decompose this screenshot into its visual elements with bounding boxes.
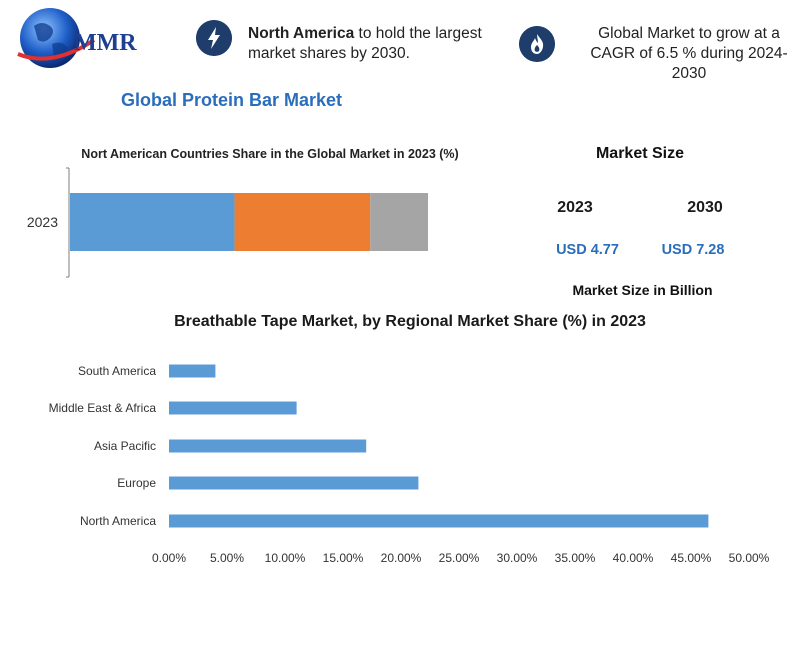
- regional-tick-label: 50.00%: [729, 551, 770, 565]
- market-size-unit: Market Size in Billion: [572, 282, 713, 298]
- regional-tick-label: 30.00%: [497, 551, 538, 565]
- regional-tick-label: 40.00%: [613, 551, 654, 565]
- regional-bar: [169, 439, 367, 453]
- regional-tick-label: 45.00%: [671, 551, 712, 565]
- market-year-2030: 2030: [687, 199, 723, 216]
- stacked-category-label: 2023: [27, 214, 58, 230]
- market-value-2030: USD 7.28: [661, 242, 725, 258]
- regional-tick-label: 15.00%: [323, 551, 364, 565]
- regional-bar: [169, 401, 297, 415]
- stacked-bar-segment: [234, 193, 371, 251]
- market-value-2023: USD 4.77: [556, 242, 619, 258]
- lightning-icon: [196, 20, 232, 56]
- page-title: Global Protein Bar Market: [121, 90, 343, 110]
- regional-chart-title: Breathable Tape Market, by Regional Mark…: [174, 313, 646, 330]
- regional-tick-label: 20.00%: [381, 551, 422, 565]
- regional-category-label: Europe: [117, 476, 156, 490]
- logo-text: MMR: [74, 30, 137, 56]
- stacked-chart-title: Nort American Countries Share in the Glo…: [81, 147, 459, 161]
- market-size-title: Market Size: [595, 145, 685, 162]
- regional-bar: [169, 514, 709, 528]
- stacked-bar-segment: [370, 193, 428, 251]
- regional-tick-label: 35.00%: [555, 551, 596, 565]
- regional-bar-chart: South America Middle East & Africa Asia Pa…: [49, 364, 770, 565]
- flame-icon: [519, 26, 555, 62]
- regional-category-label: North America: [80, 514, 156, 528]
- market-year-2023: 2023: [557, 199, 593, 216]
- info-highlight: North America: [248, 25, 355, 42]
- regional-bar: [169, 476, 419, 490]
- regional-tick-label: 5.00%: [210, 551, 244, 565]
- info-text: to hold the largest market shares by 203…: [248, 25, 482, 62]
- globe-icon: [17, 8, 96, 68]
- regional-category-label: Middle East & Africa: [49, 401, 157, 415]
- north-america-info: North America to hold the largest market…: [248, 24, 508, 64]
- stacked-bar-chart: 2023: [27, 167, 428, 278]
- stacked-bar-segment: [70, 193, 235, 251]
- regional-tick-label: 25.00%: [439, 551, 480, 565]
- regional-bar: [169, 364, 216, 378]
- cagr-info: Global Market to grow at a CAGR of 6.5 %…: [590, 25, 788, 82]
- regional-tick-label: 10.00%: [265, 551, 306, 565]
- regional-category-label: South America: [78, 364, 156, 378]
- regional-tick-label: 0.00%: [152, 551, 186, 565]
- regional-category-label: Asia Pacific: [94, 439, 156, 453]
